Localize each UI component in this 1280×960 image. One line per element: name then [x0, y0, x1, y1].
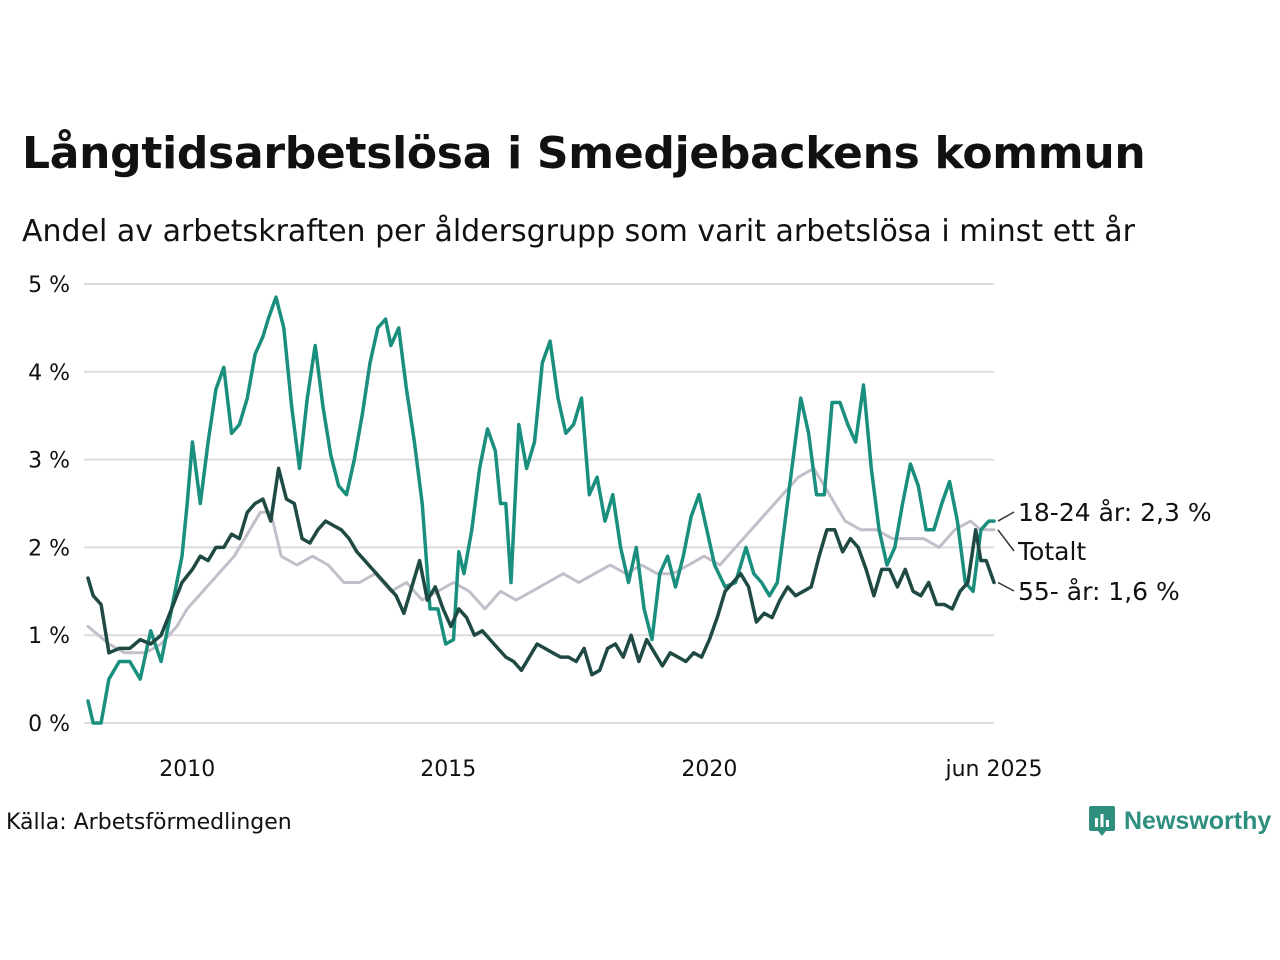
y-tick-label: 4 % [28, 361, 70, 386]
source-note: Källa: Arbetsförmedlingen [6, 810, 292, 835]
y-tick-label: 5 % [28, 273, 70, 298]
y-tick-label: 1 % [28, 624, 70, 649]
series-line-young [86, 295, 996, 725]
brand-logo: Newsworthy [1088, 804, 1271, 838]
label-connector-young [997, 511, 1015, 522]
series-label-old: 55- år: 1,6 % [1018, 577, 1180, 606]
chart-subtitle: Andel av arbetskraften per åldersgrupp s… [22, 214, 1135, 249]
series-line-total [86, 466, 996, 655]
series-label-young: 18-24 år: 2,3 % [1018, 498, 1212, 527]
series-labels: Totalt 18-24 år: 2,3 % 55- år: 1,6 % [997, 498, 1212, 606]
x-tick-label: 2015 [420, 757, 476, 782]
y-tick-label: 3 % [28, 449, 70, 474]
brand-name: Newsworthy [1124, 806, 1272, 835]
label-connector-total [997, 529, 1015, 552]
x-tick-label: jun 2025 [945, 757, 1043, 782]
y-tick-label: 0 % [28, 712, 70, 737]
x-tick-label: 2020 [681, 757, 737, 782]
chart-title: Långtidsarbetslösa i Smedjebackens kommu… [22, 128, 1146, 179]
x-tick-label: 2010 [159, 757, 215, 782]
newsworthy-logo-icon [1089, 806, 1115, 836]
series-lines [86, 295, 996, 725]
y-tick-label: 2 % [28, 536, 70, 561]
label-connector-old [997, 581, 1015, 592]
series-label-total: Totalt [1017, 537, 1086, 566]
grid: 0 % 1 % 2 % 3 % 4 % 5 % 2010 2015 2020 jun 2025 [28, 273, 1042, 782]
series-line-old [86, 466, 996, 677]
